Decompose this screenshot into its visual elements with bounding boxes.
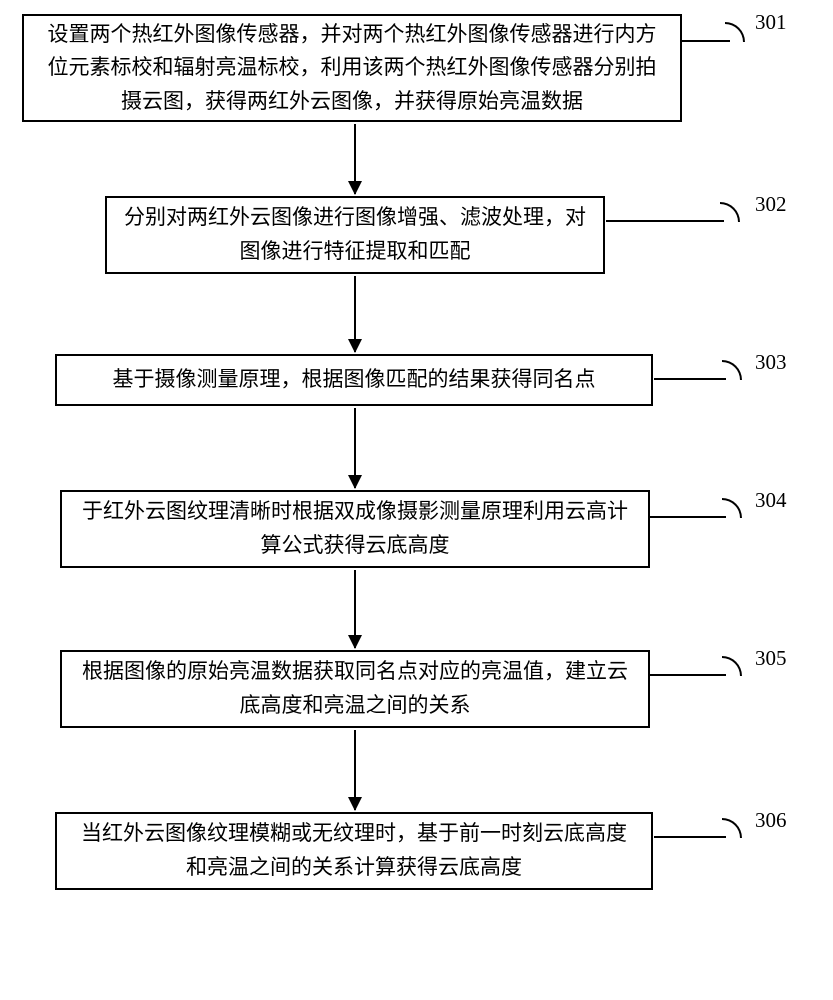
step-text: 基于摄像测量原理，根据图像匹配的结果获得同名点 [113,363,596,397]
flowchart-arrow-1 [354,124,356,194]
step-ref-label-3: 303 [755,350,787,375]
step-ref-label-6: 306 [755,808,787,833]
leader-line-5 [650,674,726,676]
flowchart-arrow-2 [354,276,356,352]
step-text: 设置两个热红外图像传感器，并对两个热红外图像传感器进行内方位元素标校和辐射亮温标… [40,18,664,119]
step-text: 分别对两红外云图像进行图像增强、滤波处理，对图像进行特征提取和匹配 [123,201,587,268]
step-text: 当红外云图像纹理模糊或无纹理时，基于前一时刻云底高度和亮温之间的关系计算获得云底… [73,817,635,884]
flowchart-step-1: 设置两个热红外图像传感器，并对两个热红外图像传感器进行内方位元素标校和辐射亮温标… [22,14,682,122]
leader-line-6 [654,836,726,838]
step-ref-label-1: 301 [755,10,787,35]
flowchart-step-3: 基于摄像测量原理，根据图像匹配的结果获得同名点 [55,354,653,406]
step-ref-label-2: 302 [755,192,787,217]
leader-curve-1 [725,22,745,42]
flowchart-step-6: 当红外云图像纹理模糊或无纹理时，基于前一时刻云底高度和亮温之间的关系计算获得云底… [55,812,653,890]
flowchart-arrow-4 [354,570,356,648]
leader-curve-4 [722,498,742,518]
leader-curve-6 [722,818,742,838]
leader-curve-2 [720,202,740,222]
step-text: 于红外云图纹理清晰时根据双成像摄影测量原理利用云高计算公式获得云底高度 [78,495,632,562]
step-ref-label-4: 304 [755,488,787,513]
step-text: 根据图像的原始亮温数据获取同名点对应的亮温值，建立云底高度和亮温之间的关系 [78,655,632,722]
step-ref-label-5: 305 [755,646,787,671]
flowchart-arrow-5 [354,730,356,810]
flowchart-step-2: 分别对两红外云图像进行图像增强、滤波处理，对图像进行特征提取和匹配 [105,196,605,274]
leader-curve-5 [722,656,742,676]
flowchart-arrow-3 [354,408,356,488]
leader-line-2 [606,220,724,222]
flowchart-step-4: 于红外云图纹理清晰时根据双成像摄影测量原理利用云高计算公式获得云底高度 [60,490,650,568]
leader-line-3 [654,378,726,380]
leader-line-1 [682,40,730,42]
flowchart-step-5: 根据图像的原始亮温数据获取同名点对应的亮温值，建立云底高度和亮温之间的关系 [60,650,650,728]
leader-curve-3 [722,360,742,380]
flowchart-container: 设置两个热红外图像传感器，并对两个热红外图像传感器进行内方位元素标校和辐射亮温标… [0,0,833,1000]
leader-line-4 [650,516,726,518]
